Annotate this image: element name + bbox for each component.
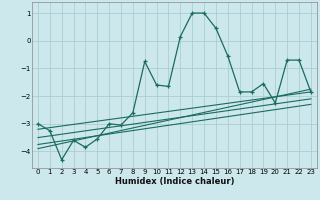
X-axis label: Humidex (Indice chaleur): Humidex (Indice chaleur)	[115, 177, 234, 186]
